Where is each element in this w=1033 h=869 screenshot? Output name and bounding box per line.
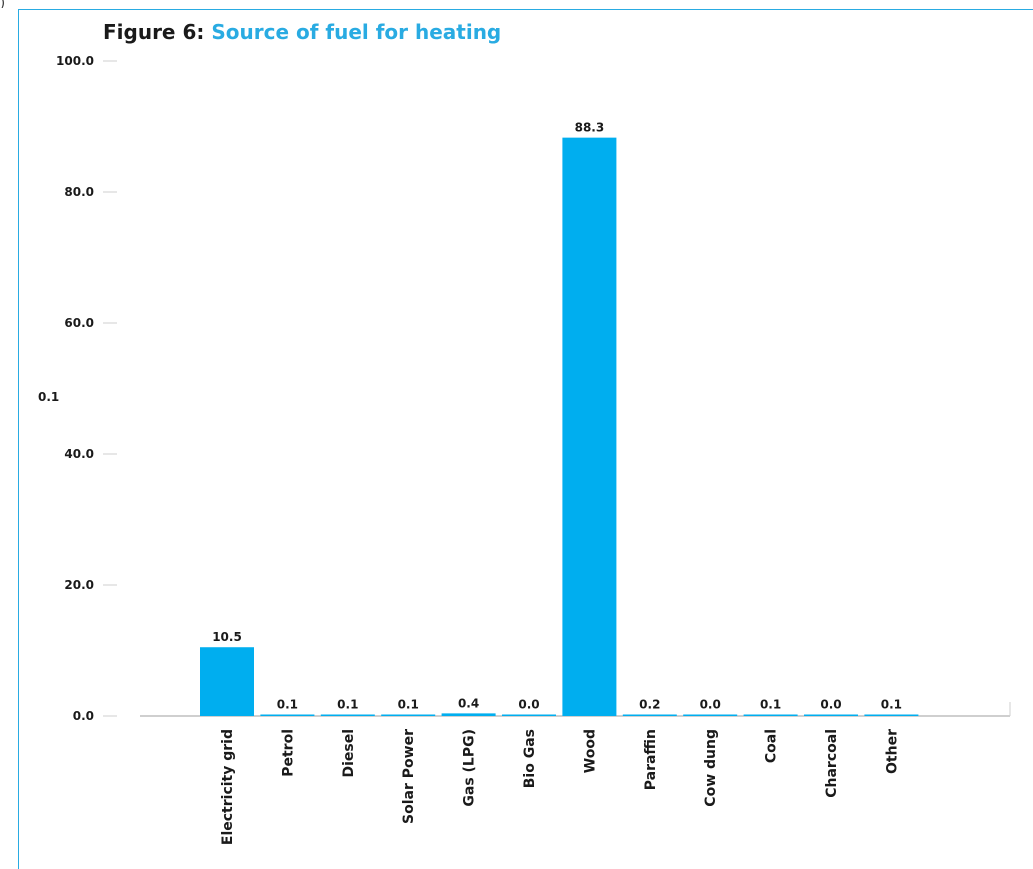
category-label: Charcoal <box>824 729 840 798</box>
y-tick-label: 40.0 <box>64 447 94 461</box>
category-label: Solar Power <box>401 729 417 824</box>
category-label: Gas (LPG) <box>462 729 478 807</box>
y-axis-label: 0.1 <box>38 390 59 404</box>
bar <box>381 714 436 716</box>
bar <box>743 714 798 716</box>
figure-frame-left <box>18 9 19 869</box>
category-label: Paraffin <box>643 729 659 790</box>
page-header-fragment: ) <box>0 0 6 8</box>
category-label: Petrol <box>280 729 296 777</box>
bar-value-label: 0.0 <box>700 698 721 712</box>
bar-value-label: 0.1 <box>760 698 781 712</box>
figure-frame-top <box>18 9 1033 10</box>
bar-value-label: 0.2 <box>639 698 660 712</box>
bar <box>200 647 254 716</box>
category-label: Wood <box>582 729 598 773</box>
category-label: Bio Gas <box>522 729 538 788</box>
bar <box>260 714 315 716</box>
category-label: Other <box>884 729 900 774</box>
bar <box>683 714 738 716</box>
bar <box>441 713 496 716</box>
bar-value-label: 10.5 <box>212 630 242 644</box>
figure-number: Figure 6: <box>103 20 205 44</box>
y-tick-label: 100.0 <box>56 54 94 68</box>
bar <box>804 714 858 716</box>
bar-value-label: 0.4 <box>458 696 479 710</box>
y-tick-label: 60.0 <box>64 316 94 330</box>
bar-value-label: 0.1 <box>398 698 419 712</box>
category-label: Coal <box>764 729 780 763</box>
bar-value-label: 0.1 <box>277 698 298 712</box>
y-tick-label: 0.0 <box>73 709 94 723</box>
category-label: Cow dung <box>703 729 719 807</box>
chart-title: Figure 6: Source of fuel for heating <box>103 20 501 44</box>
bar-value-label: 0.0 <box>518 698 539 712</box>
bar <box>320 714 375 716</box>
bar-value-label: 0.1 <box>337 698 358 712</box>
y-tick-label: 80.0 <box>64 185 94 199</box>
bar <box>864 714 919 716</box>
bar-value-label: 0.0 <box>820 698 841 712</box>
y-tick-label: 20.0 <box>64 578 94 592</box>
category-label: Diesel <box>341 729 357 778</box>
bar-value-label: 88.3 <box>575 121 605 135</box>
bar <box>622 714 677 716</box>
category-label: Electricity grid <box>220 729 236 845</box>
figure-title: Source of fuel for heating <box>211 20 502 44</box>
bar <box>502 714 556 716</box>
bar <box>562 137 617 716</box>
bar-value-label: 0.1 <box>881 698 902 712</box>
